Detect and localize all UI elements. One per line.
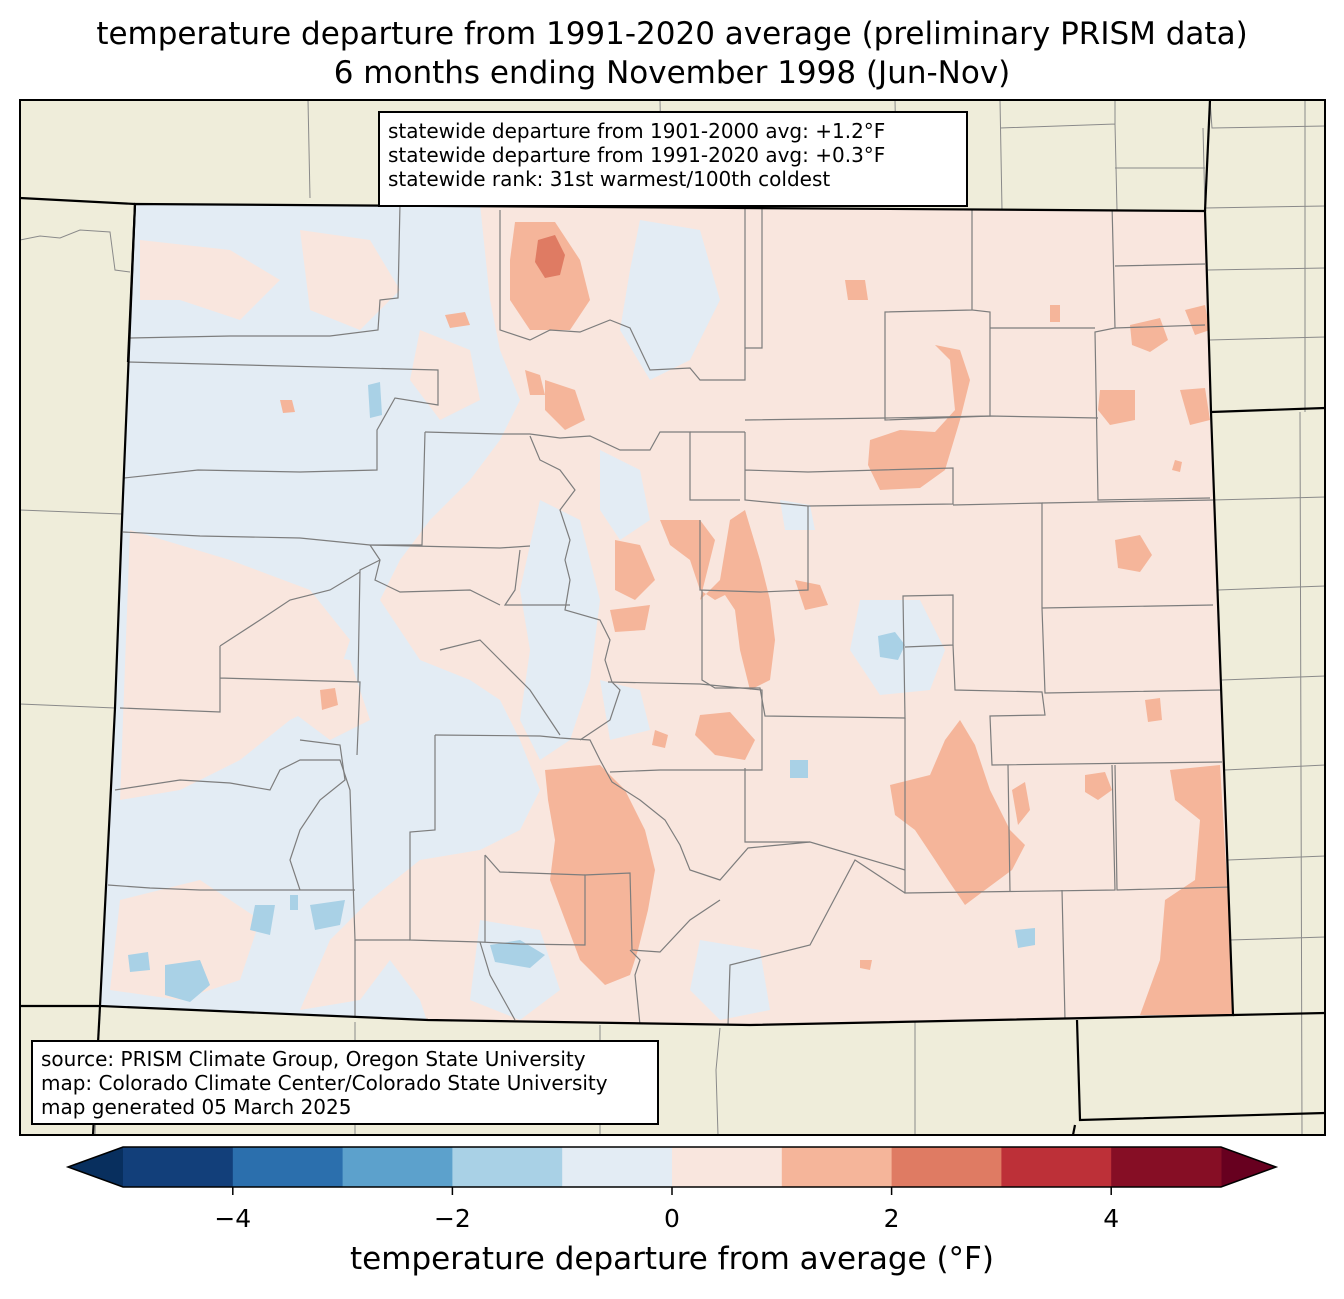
colorbar-tick-label: 4 (1103, 1204, 1120, 1233)
anomaly-2-to-3 (535, 235, 565, 278)
stats-line-1901-2000: statewide departure from 1901-2000 avg: … (388, 119, 886, 143)
credits-generated: map generated 05 March 2025 (41, 1095, 352, 1119)
state-borders (20, 100, 1325, 1135)
colorbar-tick-label: −2 (433, 1204, 471, 1233)
colorbar-tick-label: −4 (214, 1204, 252, 1233)
anomaly-neg2-to-neg1 (128, 382, 1035, 1002)
map-title-line2: 6 months ending November 1998 (Jun-Nov) (333, 55, 1011, 91)
stats-line-rank: statewide rank: 31st warmest/100th colde… (388, 167, 831, 191)
credits-box: source: PRISM Climate Group, Oregon Stat… (31, 1040, 659, 1125)
credits-map: map: Colorado Climate Center/Colorado St… (41, 1071, 608, 1095)
colorbar-tick-label: 2 (883, 1204, 900, 1233)
county-lines (107, 204, 1231, 1025)
credits-source: source: PRISM Climate Group, Oregon Stat… (41, 1047, 586, 1071)
map-frame (19, 99, 1326, 1136)
stats-line-1991-2020: statewide departure from 1991-2020 avg: … (388, 143, 886, 167)
anomaly-1-to-2 (280, 222, 1233, 1015)
colorbar-tick-label: 0 (664, 1204, 680, 1233)
statewide-stats-box: statewide departure from 1901-2000 avg: … (378, 111, 968, 207)
colorbar-label: temperature departure from average (°F) (350, 1241, 994, 1277)
map-title-line1: temperature departure from 1991-2020 ave… (96, 16, 1248, 52)
